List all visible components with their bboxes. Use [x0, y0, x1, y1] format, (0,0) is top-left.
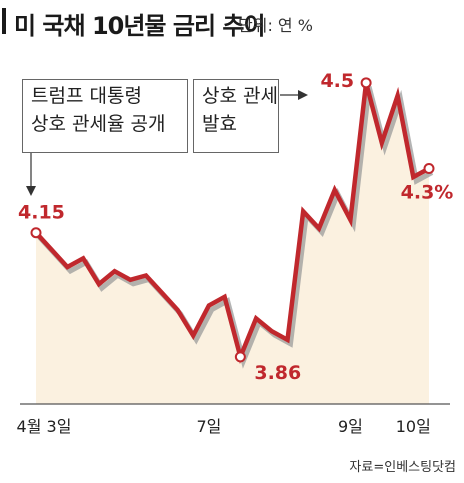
annotation-arrow-head: [26, 186, 36, 196]
source-credit: 자료=인베스팅닷컴: [349, 460, 456, 475]
unit-label: 단위: 연 %: [238, 16, 313, 35]
data-label: 3.86: [254, 362, 301, 384]
data-point-marker: [30, 227, 42, 239]
title-mark: [2, 8, 6, 34]
annotation-tariff-effective: 상호 관세 발효: [193, 79, 279, 153]
annotation-tariff-effective-line2: 발효: [202, 113, 237, 135]
x-tick-label: 4월 3일: [17, 417, 72, 436]
area-fill: [36, 82, 429, 405]
data-point-marker: [423, 162, 435, 174]
title-bar: 미 국채 10년물 금리 추이 단위: 연 %: [0, 0, 464, 40]
x-tick-label: 9일: [338, 417, 363, 436]
data-point-marker: [234, 351, 246, 363]
chart-title: 미 국채 10년물 금리 추이: [14, 12, 266, 40]
data-label: 4.15: [18, 202, 65, 224]
annotation-tariff-announcement: 트럼프 대통령 상호 관세율 공개: [22, 79, 188, 153]
series-line: [34, 82, 431, 364]
annotation-tariff-effective-line1: 상호 관세: [202, 85, 278, 107]
data-label: 4.3%: [401, 181, 454, 203]
x-tick-label: 10일: [396, 417, 431, 436]
data-point-marker: [360, 77, 372, 89]
annotation-arrow-head: [298, 90, 308, 100]
data-label: 4.5: [320, 70, 354, 92]
annotation-tariff-announcement-line1: 트럼프 대통령: [31, 85, 142, 107]
x-tick-label: 7일: [196, 417, 221, 436]
annotation-tariff-announcement-line2: 상호 관세율 공개: [31, 113, 166, 135]
